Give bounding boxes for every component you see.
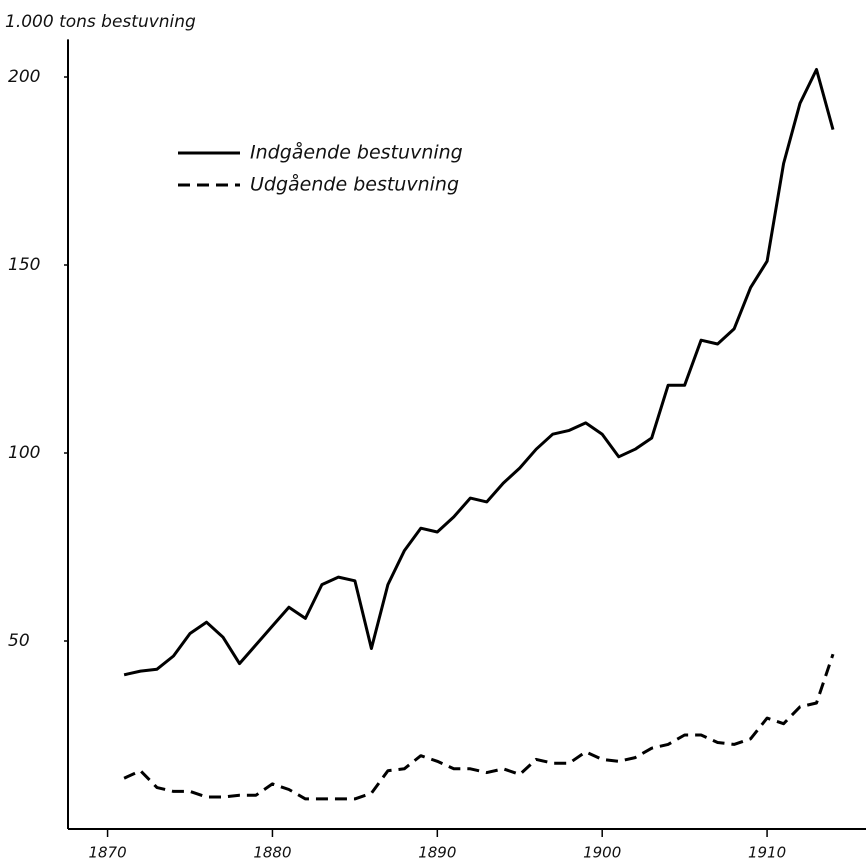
series-line	[123, 68, 835, 677]
legend-label: Udgående bestuvning	[250, 173, 459, 196]
y-tick-label: 50	[8, 631, 30, 651]
x-tick-label: 1910	[748, 844, 786, 862]
y-tick-label: 100	[8, 443, 40, 463]
legend-label: Indgående bestuvning	[250, 141, 463, 164]
x-tick-label: 1900	[583, 844, 621, 862]
y-tick-label: 200	[8, 67, 40, 87]
series-line	[123, 653, 835, 801]
x-tick-label: 1870	[88, 844, 126, 862]
x-tick-label: 1890	[418, 844, 456, 862]
chart-title: 1.000 tons bestuvning	[5, 12, 196, 32]
x-tick-label: 1880	[253, 844, 291, 862]
y-tick-label: 150	[8, 255, 40, 275]
